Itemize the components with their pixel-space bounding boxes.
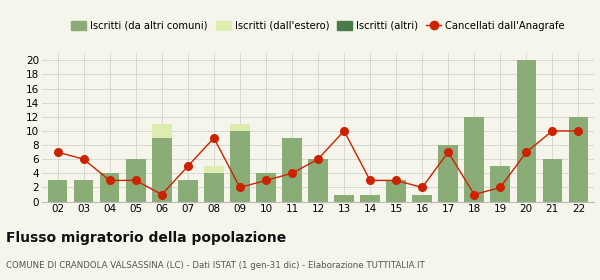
Bar xyxy=(361,195,380,202)
Bar xyxy=(48,180,67,202)
Bar xyxy=(334,195,354,202)
Bar xyxy=(152,138,172,202)
Bar xyxy=(517,60,536,202)
Bar xyxy=(569,117,588,202)
Bar xyxy=(126,159,146,202)
Bar xyxy=(386,180,406,202)
Bar xyxy=(282,138,302,202)
Bar xyxy=(542,159,562,202)
Bar xyxy=(178,180,197,202)
Bar xyxy=(100,173,119,202)
Bar xyxy=(230,131,250,202)
Bar xyxy=(74,180,94,202)
Text: COMUNE DI CRANDOLA VALSASSINA (LC) - Dati ISTAT (1 gen-31 dic) - Elaborazione TU: COMUNE DI CRANDOLA VALSASSINA (LC) - Dat… xyxy=(6,261,425,270)
Bar xyxy=(412,195,432,202)
Bar xyxy=(308,159,328,202)
Text: Flusso migratorio della popolazione: Flusso migratorio della popolazione xyxy=(6,231,286,245)
Bar xyxy=(491,166,510,202)
Bar xyxy=(204,166,224,173)
Bar xyxy=(439,145,458,202)
Bar xyxy=(152,124,172,138)
Bar xyxy=(230,124,250,131)
Bar xyxy=(204,173,224,202)
Legend: Iscritti (da altri comuni), Iscritti (dall'estero), Iscritti (altri), Cancellati: Iscritti (da altri comuni), Iscritti (da… xyxy=(67,17,569,35)
Bar xyxy=(256,173,275,202)
Bar xyxy=(464,117,484,202)
